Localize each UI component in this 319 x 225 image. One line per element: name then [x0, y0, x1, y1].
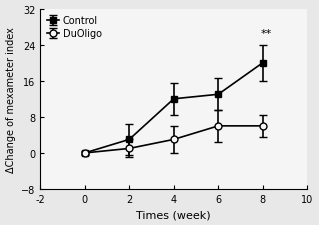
Text: **: **	[261, 29, 272, 39]
Legend: Control, DuOligo: Control, DuOligo	[45, 14, 104, 41]
X-axis label: Times (week): Times (week)	[137, 209, 211, 219]
Y-axis label: ΔChange of mexameter index: ΔChange of mexameter index	[5, 27, 16, 172]
